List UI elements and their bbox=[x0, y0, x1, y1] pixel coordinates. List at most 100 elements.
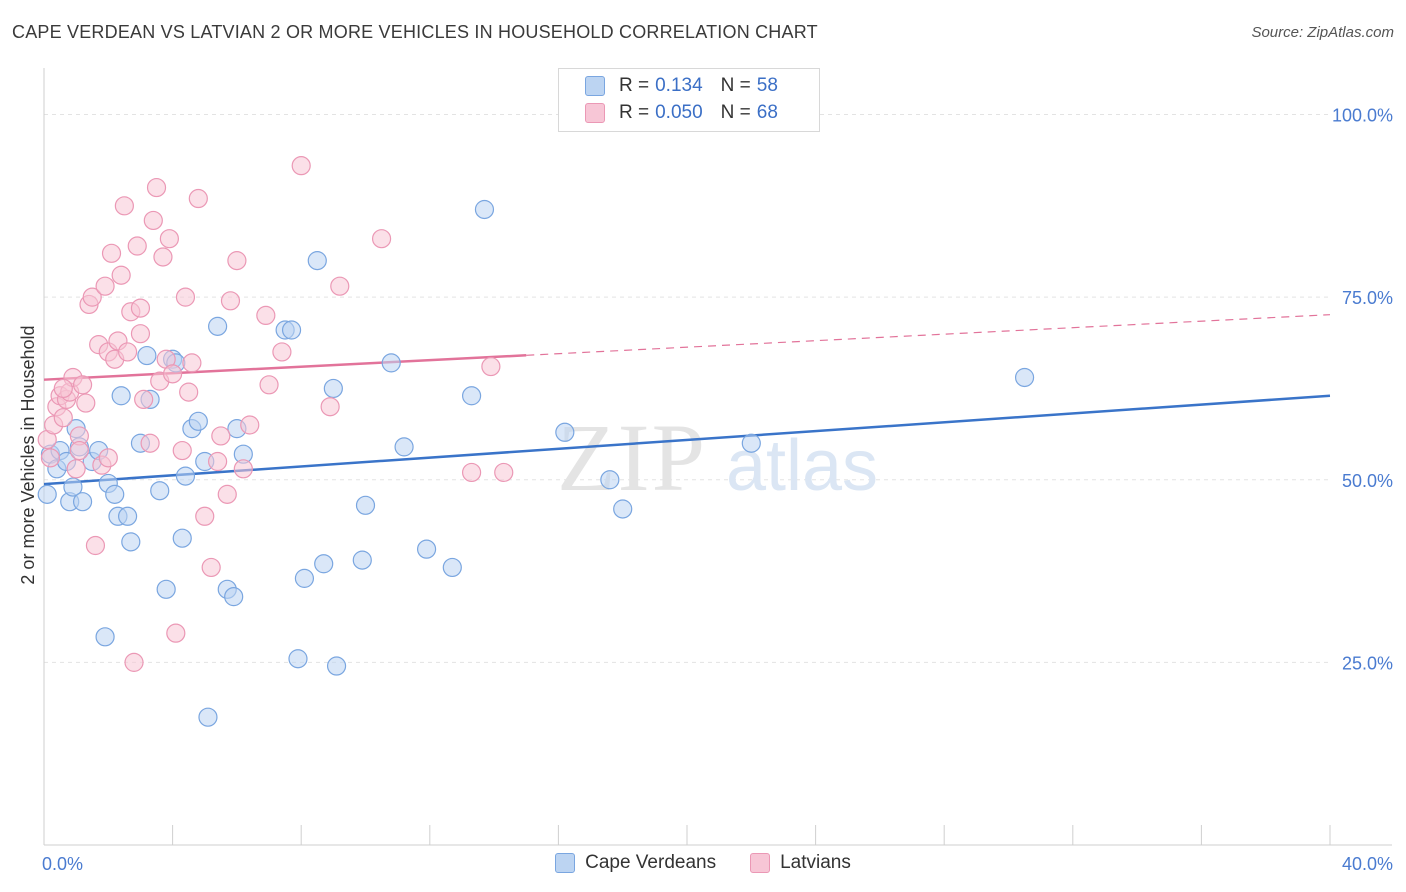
cape-verdean-point bbox=[198, 707, 218, 727]
latvian-point bbox=[146, 177, 167, 198]
cape-verdean-point bbox=[326, 656, 347, 676]
latvian-point bbox=[117, 342, 138, 362]
y-tick-label: 75.0% bbox=[1342, 288, 1393, 308]
latvian-point bbox=[172, 440, 192, 461]
watermark-zip: ZIP bbox=[557, 404, 707, 511]
latvian-point bbox=[130, 324, 151, 344]
y-tick-label: 50.0% bbox=[1342, 471, 1393, 491]
legend-n-label: N = bbox=[720, 75, 751, 96]
legend-n-label: N = bbox=[720, 102, 751, 123]
latvian-point bbox=[259, 375, 279, 395]
cape-verdean-point bbox=[121, 532, 141, 552]
cape-verdean-point bbox=[188, 411, 208, 431]
axes bbox=[43, 68, 1392, 846]
legend-swatch-blue bbox=[585, 76, 605, 96]
latvian-point bbox=[101, 243, 122, 263]
cape-verdean-point bbox=[314, 554, 334, 574]
legend-swatch-blue bbox=[555, 853, 576, 873]
source-label: Source: ZipAtlas.com bbox=[1251, 24, 1394, 41]
legend-row-cape-verdeans: R = 0.134 N = 58 bbox=[585, 73, 796, 99]
cape-verdean-point bbox=[63, 477, 83, 497]
latvian-point bbox=[481, 356, 501, 377]
latvian-point bbox=[40, 448, 61, 468]
latvian-point bbox=[220, 291, 241, 311]
cape-verdean-point bbox=[105, 484, 125, 504]
cape-verdean-point bbox=[355, 495, 376, 515]
cape-verdean-point bbox=[156, 579, 176, 599]
latvian-point bbox=[69, 440, 89, 461]
latvian-point bbox=[130, 298, 151, 318]
cape-verdean-point bbox=[172, 528, 192, 548]
chart-title: CAPE VERDEAN VS LATVIAN 2 OR MORE VEHICL… bbox=[12, 22, 818, 42]
latvian-point bbox=[272, 342, 292, 362]
latvian-point bbox=[330, 276, 350, 296]
cape-verdean-point bbox=[600, 470, 620, 490]
y-tick-label: 100.0% bbox=[1332, 106, 1393, 126]
latvian-point bbox=[461, 462, 482, 483]
latvian-point bbox=[143, 210, 163, 231]
cape-verdean-point bbox=[137, 345, 157, 366]
latvian-point bbox=[208, 451, 228, 472]
latvian-point bbox=[53, 378, 73, 399]
cape-verdean-point bbox=[741, 433, 761, 453]
cape-verdean-point bbox=[72, 492, 93, 512]
latvian-point bbox=[195, 506, 215, 526]
latvian-point bbox=[98, 448, 118, 468]
latvian-point bbox=[188, 188, 208, 209]
legend-item-cape-verdeans[interactable]: Cape Verdeans bbox=[555, 852, 716, 874]
latvian-point bbox=[134, 389, 154, 410]
x-tick-label: 40.0% bbox=[1342, 854, 1393, 874]
cape-verdean-point bbox=[442, 557, 462, 578]
cape-verdean-point bbox=[37, 484, 57, 504]
latvian-point bbox=[163, 364, 183, 384]
cape-verdean-point bbox=[381, 353, 401, 373]
cape-verdean-point bbox=[175, 466, 196, 486]
legend-r-value: 0.050 bbox=[655, 102, 703, 123]
latvian-point bbox=[201, 557, 221, 578]
latvian-point bbox=[111, 265, 131, 285]
legend-row-latvians: R = 0.050 N = 68 bbox=[585, 100, 796, 126]
cape-verdean-point bbox=[281, 320, 302, 340]
latvian-point bbox=[159, 229, 179, 249]
legend-r-value: 0.134 bbox=[655, 75, 703, 96]
cape-verdean-point bbox=[95, 627, 115, 647]
cape-verdean-point bbox=[323, 378, 343, 399]
cape-verdean-point bbox=[352, 550, 372, 570]
legend-label-cape-verdeans: Cape Verdeans bbox=[585, 852, 717, 873]
y-axis-label: 2 or more Vehicles in Household bbox=[18, 325, 38, 584]
legend-swatch-pink bbox=[750, 853, 771, 873]
legend-item-latvians[interactable]: Latvians bbox=[750, 852, 851, 874]
latvian-point bbox=[182, 353, 202, 373]
y-tick-label: 25.0% bbox=[1342, 653, 1393, 673]
latvian-point bbox=[114, 196, 134, 216]
latvian-point bbox=[494, 462, 514, 483]
cape-verdean-point bbox=[150, 481, 170, 501]
trend-line-solid bbox=[43, 394, 1331, 486]
legend-swatch-pink bbox=[585, 103, 605, 123]
series-legend: Cape Verdeans Latvians bbox=[0, 852, 1406, 874]
cape-verdean-point bbox=[111, 386, 131, 406]
cape-verdean-point bbox=[555, 422, 575, 442]
latvian-point bbox=[124, 652, 144, 672]
latvian-point bbox=[233, 459, 253, 479]
cape-verdean-point bbox=[474, 199, 495, 220]
latvian-point bbox=[127, 236, 147, 256]
cape-verdean-point bbox=[613, 499, 633, 519]
cape-verdean-point bbox=[224, 587, 244, 607]
latvian-point bbox=[166, 623, 186, 643]
cape-verdean-point bbox=[117, 506, 138, 526]
latvian-point bbox=[217, 484, 237, 504]
tick-labels: 25.0% 50.0% 75.0% 100.0% 0.0% 40.0% bbox=[42, 106, 1393, 874]
cape-verdean-point bbox=[294, 568, 315, 588]
latvian-point bbox=[53, 408, 73, 428]
latvian-point bbox=[85, 535, 106, 556]
latvian-point bbox=[291, 156, 311, 176]
watermark: ZIP atlas bbox=[557, 404, 878, 511]
latvian-point bbox=[82, 287, 102, 307]
stats-legend: R = 0.134 N = 58 R = 0.050 N = 68 bbox=[558, 68, 820, 132]
latvian-point bbox=[72, 375, 93, 395]
trend-line-solid bbox=[43, 354, 527, 381]
trend-line-dashed bbox=[526, 314, 1331, 356]
latvian-point bbox=[227, 251, 247, 271]
legend-n-value: 68 bbox=[756, 102, 778, 123]
